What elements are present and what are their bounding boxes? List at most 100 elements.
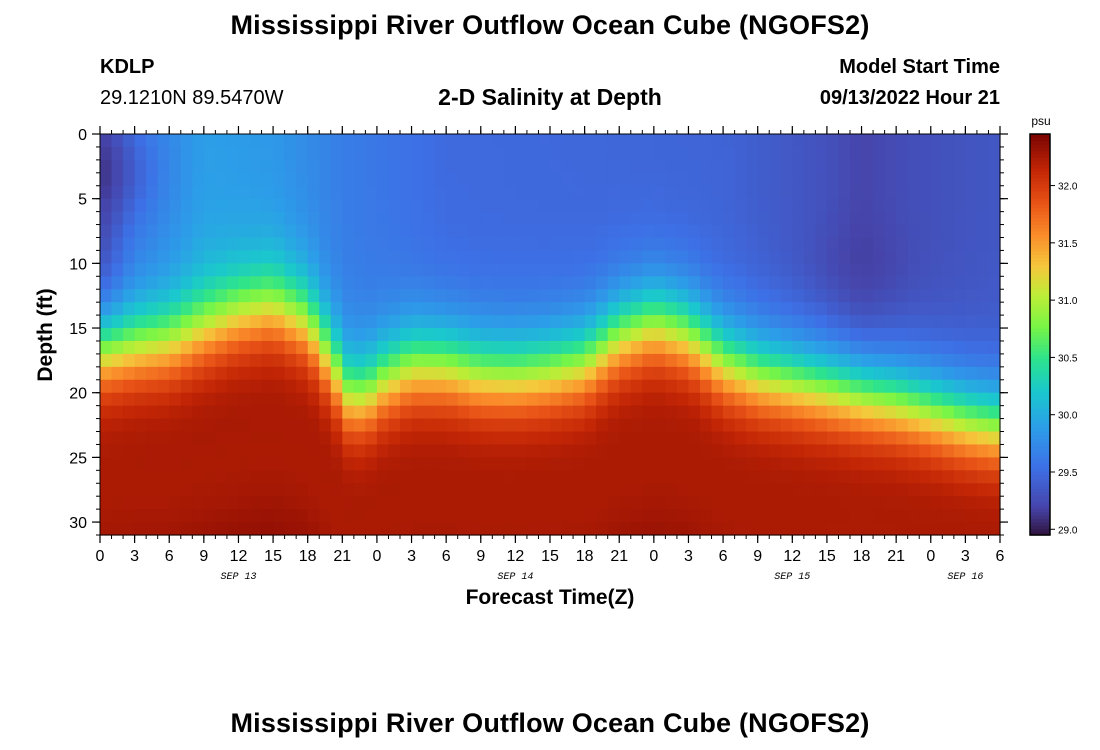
heatmap-cell (688, 289, 701, 303)
heatmap-cell (330, 315, 343, 329)
heatmap-cell (134, 431, 147, 446)
heatmap-cell (665, 379, 678, 394)
heatmap-cell (353, 315, 366, 329)
heatmap-cell (965, 340, 978, 355)
heatmap-cell (930, 431, 943, 446)
heatmap-cell (469, 522, 482, 536)
colorbar-segment (1030, 250, 1050, 255)
heatmap-cell (307, 431, 320, 446)
heatmap-cell (388, 315, 401, 329)
heatmap-cell (907, 496, 920, 510)
heatmap-cell (630, 134, 643, 148)
heatmap-cell (388, 134, 401, 148)
heatmap-cell (723, 392, 736, 407)
heatmap-cell (815, 470, 828, 484)
heatmap-cell (192, 237, 205, 252)
heatmap-cell (850, 159, 863, 174)
heatmap-cell (388, 483, 401, 497)
colorbar-segment (1030, 157, 1050, 162)
heatmap-cell (134, 159, 147, 174)
heatmap-cell (723, 496, 736, 510)
heatmap-cell (134, 496, 147, 510)
heatmap-cell (342, 340, 355, 355)
heatmap-cell (653, 353, 666, 368)
heatmap-cell (157, 496, 170, 510)
x-tick-label: 9 (753, 548, 762, 565)
heatmap-cell (884, 431, 897, 446)
heatmap-cell (803, 159, 816, 174)
heatmap-cell (342, 509, 355, 523)
heatmap-cell (907, 340, 920, 355)
heatmap-cell (584, 470, 597, 484)
heatmap-cell (803, 328, 816, 342)
heatmap-cell (896, 328, 909, 342)
heatmap-cell (688, 340, 701, 355)
heatmap-cell (157, 172, 170, 187)
heatmap-cell (561, 159, 574, 174)
heatmap-cell (907, 134, 920, 148)
heatmap-cell (526, 418, 540, 433)
heatmap-cell (296, 302, 309, 316)
heatmap-cell (492, 509, 505, 523)
heatmap-cell (803, 198, 816, 213)
x-tick-label: 0 (372, 548, 381, 565)
heatmap-cell (988, 276, 1001, 290)
heatmap-cell (734, 328, 747, 342)
colorbar-segment (1030, 458, 1050, 463)
heatmap-cell (792, 444, 805, 458)
heatmap-cell (446, 392, 459, 407)
heatmap-cell (307, 340, 320, 355)
heatmap-cell (203, 444, 216, 458)
heatmap-cell (561, 224, 574, 239)
heatmap-cell (826, 444, 840, 458)
heatmap-cell (296, 276, 309, 290)
heatmap-cell (896, 146, 909, 161)
heatmap-cell (676, 263, 690, 277)
heatmap-cell (100, 146, 113, 161)
heatmap-cell (192, 302, 205, 316)
heatmap-cell (376, 379, 390, 394)
heatmap-cell (676, 289, 690, 303)
heatmap-cell (953, 431, 966, 446)
heatmap-cell (850, 418, 863, 433)
heatmap-cell (111, 379, 124, 394)
heatmap-cell (607, 302, 620, 316)
heatmap-cell (250, 366, 263, 381)
heatmap-cell (976, 134, 990, 148)
heatmap-cell (284, 146, 297, 161)
heatmap-cell (550, 444, 563, 458)
heatmap-cell (711, 418, 724, 433)
heatmap-cell (538, 444, 551, 458)
heatmap-cell (423, 509, 436, 523)
heatmap-cell (561, 134, 574, 148)
heatmap-cell (100, 289, 113, 303)
heatmap-cell (365, 405, 378, 420)
heatmap-cell (826, 522, 840, 536)
heatmap-cell (942, 509, 955, 523)
heatmap-cell (180, 328, 193, 342)
heatmap-cell (700, 379, 713, 394)
heatmap-cell (134, 134, 147, 148)
heatmap-cell (780, 418, 793, 433)
y-tick-label: 25 (69, 450, 87, 467)
heatmap-cell (884, 302, 897, 316)
heatmap-cell (273, 172, 286, 187)
heatmap-cell (180, 250, 193, 264)
heatmap-cell (630, 276, 643, 290)
heatmap-cell (307, 522, 320, 536)
heatmap-cell (423, 315, 436, 329)
heatmap-cell (434, 431, 447, 446)
heatmap-cell (238, 328, 251, 342)
heatmap-cell (111, 444, 124, 458)
heatmap-cell (273, 276, 286, 290)
model-start-label: Model Start Time (839, 56, 1000, 78)
heatmap-cell (630, 496, 643, 510)
heatmap-cell (850, 134, 863, 148)
heatmap-cell (215, 328, 228, 342)
colorbar-segment (1030, 190, 1050, 195)
heatmap-cell (757, 418, 770, 433)
heatmap-cell (284, 483, 297, 497)
heatmap-cell (273, 159, 286, 174)
heatmap-cell (757, 263, 770, 277)
